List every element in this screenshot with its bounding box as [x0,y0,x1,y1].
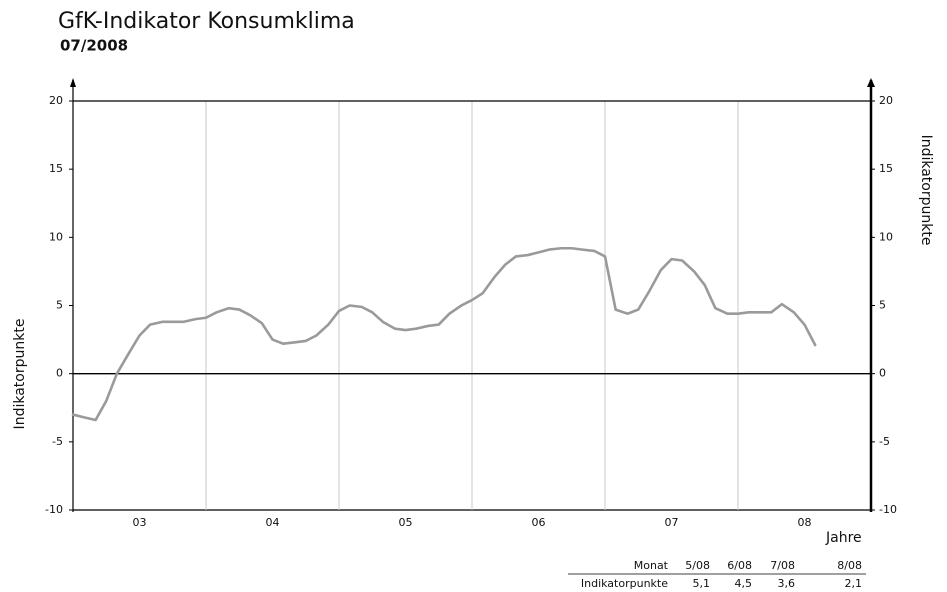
table-cell: 4,5 [735,577,753,590]
table-cell: 2,1 [845,577,863,590]
table-header: 7/08 [770,559,795,572]
table-cell: Indikatorpunkte [581,577,668,590]
x-tick-label: 06 [532,516,546,529]
table-header: Monat [634,559,669,572]
x-tick-label: 05 [399,516,413,529]
x-tick-label: 08 [798,516,812,529]
y2-tick-label: -10 [879,503,897,516]
y-tick-label: 20 [49,94,63,107]
y2-tick-label: 5 [879,299,886,312]
y2-tick-label: 10 [879,230,893,243]
y2-tick-label: 20 [879,94,893,107]
x-tick-label: 07 [665,516,679,529]
table-header: 5/08 [685,559,710,572]
y-tick-label: 5 [56,299,63,312]
y-tick-label: 10 [49,230,63,243]
data-line [71,246,817,422]
y2-tick-label: -5 [879,435,890,448]
y2-axis-title: Indikatorpunkte [918,135,934,246]
table-cell: 5,1 [693,577,711,590]
y2-tick-label: 15 [879,162,893,175]
y-tick-label: 0 [56,367,63,380]
y2-tick-label: 0 [879,367,886,380]
chart-subtitle: 07/2008 [60,37,128,55]
table-header: 6/08 [727,559,752,572]
y-tick-label: 15 [49,162,63,175]
y2-axis-arrow [867,78,875,87]
y-tick-label: -5 [52,435,63,448]
table-header: 8/08 [837,559,862,572]
y-axis-title: Indikatorpunkte [12,319,28,430]
y-tick-label: -10 [45,503,63,516]
table-cell: 3,6 [778,577,796,590]
x-tick-label: 03 [133,516,147,529]
y-axis-arrow [70,78,76,87]
chart-title: GfK-Indikator Konsumklima [58,9,355,34]
x-axis-title: Jahre [825,530,862,546]
x-tick-label: 04 [266,516,280,529]
